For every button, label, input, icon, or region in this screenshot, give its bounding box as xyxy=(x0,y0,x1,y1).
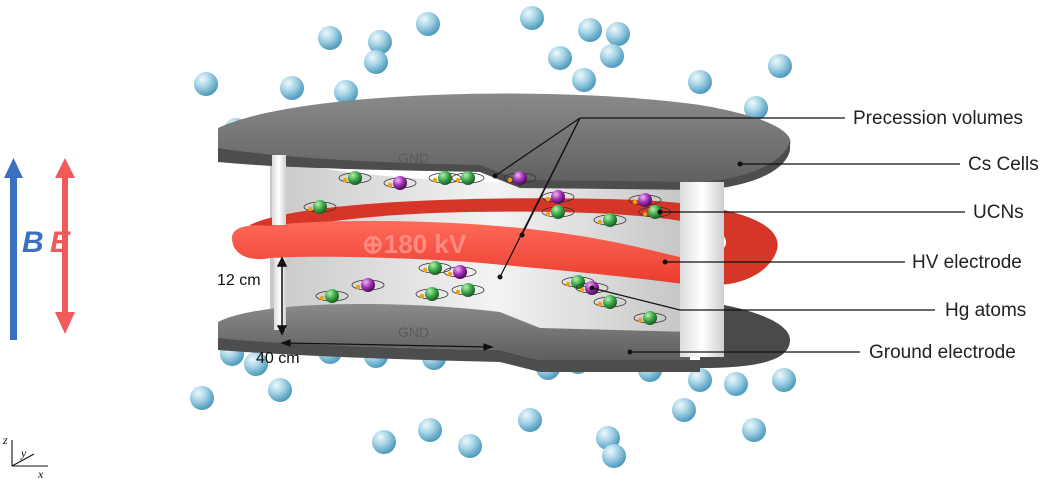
cs-cell xyxy=(572,68,596,92)
ucn-particle xyxy=(418,261,452,275)
b-field-label: B xyxy=(22,226,44,259)
cs-cell xyxy=(280,76,304,100)
hg-atom xyxy=(351,278,385,292)
cs-cell xyxy=(372,430,396,454)
cs-cell xyxy=(772,368,796,392)
diameter-dimension-arrow xyxy=(280,339,494,351)
coordinate-axes-icon xyxy=(11,440,48,467)
cs-cell xyxy=(724,372,748,396)
ucn-particle xyxy=(428,171,462,185)
label-hv-electrode: HV electrode xyxy=(912,252,1022,273)
ucn-particle xyxy=(303,200,337,214)
leader-lines xyxy=(494,117,965,353)
cs-cell xyxy=(578,18,602,42)
b-field-arrow xyxy=(4,158,23,340)
hv-electrode xyxy=(232,221,721,290)
e-field-label: E xyxy=(50,226,71,259)
hg-atom xyxy=(503,171,537,185)
label-hg-atoms: Hg atoms xyxy=(945,300,1027,321)
cs-cell xyxy=(606,22,630,46)
cs-cell xyxy=(688,368,712,392)
cs-cell xyxy=(688,70,712,94)
height-dimension-label: 12 cm xyxy=(217,272,261,289)
ucn-particle xyxy=(415,287,449,301)
cs-cell xyxy=(364,50,388,74)
left-pillar-bottom xyxy=(274,258,286,330)
ucn-particle xyxy=(315,289,349,303)
hg-atom xyxy=(443,265,477,279)
axis-x-label: x xyxy=(38,467,44,481)
cs-cell xyxy=(318,26,342,50)
cs-cell xyxy=(190,386,214,410)
ucn-particle xyxy=(541,205,575,219)
cs-cell xyxy=(672,398,696,422)
label-cs-cells: Cs Cells xyxy=(968,154,1039,175)
hg-atom xyxy=(628,193,662,207)
upper-ground-electrode xyxy=(218,93,791,190)
cs-cell xyxy=(742,418,766,442)
label-ground-electrode: Ground electrode xyxy=(869,342,1016,363)
cs-cell xyxy=(416,12,440,36)
particles-inside xyxy=(303,171,672,325)
top-gnd-text: GND xyxy=(398,150,429,166)
cs-cell xyxy=(334,80,358,104)
cs-cell xyxy=(268,378,292,402)
ucn-particle xyxy=(338,171,372,185)
right-pillar xyxy=(680,182,724,357)
ucn-particle xyxy=(451,283,485,297)
axis-y-label: y xyxy=(21,446,27,460)
left-pillar-top xyxy=(272,155,286,225)
ucn-particle xyxy=(561,275,595,289)
cs-cell xyxy=(520,6,544,30)
cs-cell xyxy=(418,418,442,442)
lower-ground-electrode xyxy=(218,303,700,372)
cs-cell xyxy=(744,96,768,120)
cs-cell xyxy=(368,30,392,54)
cs-cell xyxy=(602,444,626,468)
cs-cell xyxy=(244,352,268,376)
label-ucns: UCNs xyxy=(973,202,1024,223)
ucn-particle xyxy=(633,311,667,325)
hv-electrode-back xyxy=(250,198,778,285)
cs-cell xyxy=(194,72,218,96)
cs-cell xyxy=(518,408,542,432)
height-dimension-arrow xyxy=(276,256,288,336)
cs-cell xyxy=(600,44,624,68)
hv-text: ⊕180 kV xyxy=(362,229,467,259)
cs-cell xyxy=(768,54,792,78)
cs-cell xyxy=(548,46,572,70)
bottom-gnd-text: GND xyxy=(398,324,429,340)
e-field-arrow xyxy=(55,158,75,334)
diameter-dimension-label: 40 cm xyxy=(256,350,300,367)
axis-z-label: z xyxy=(3,433,8,447)
hg-atom xyxy=(541,190,575,204)
ucn-particle xyxy=(451,171,485,185)
leader-dots xyxy=(492,161,743,355)
ucn-particle xyxy=(593,213,627,227)
cs-cell xyxy=(458,434,482,458)
ucn-particle xyxy=(593,295,627,309)
label-precession-volumes: Precession volumes xyxy=(853,108,1024,129)
hg-atom xyxy=(383,176,417,190)
